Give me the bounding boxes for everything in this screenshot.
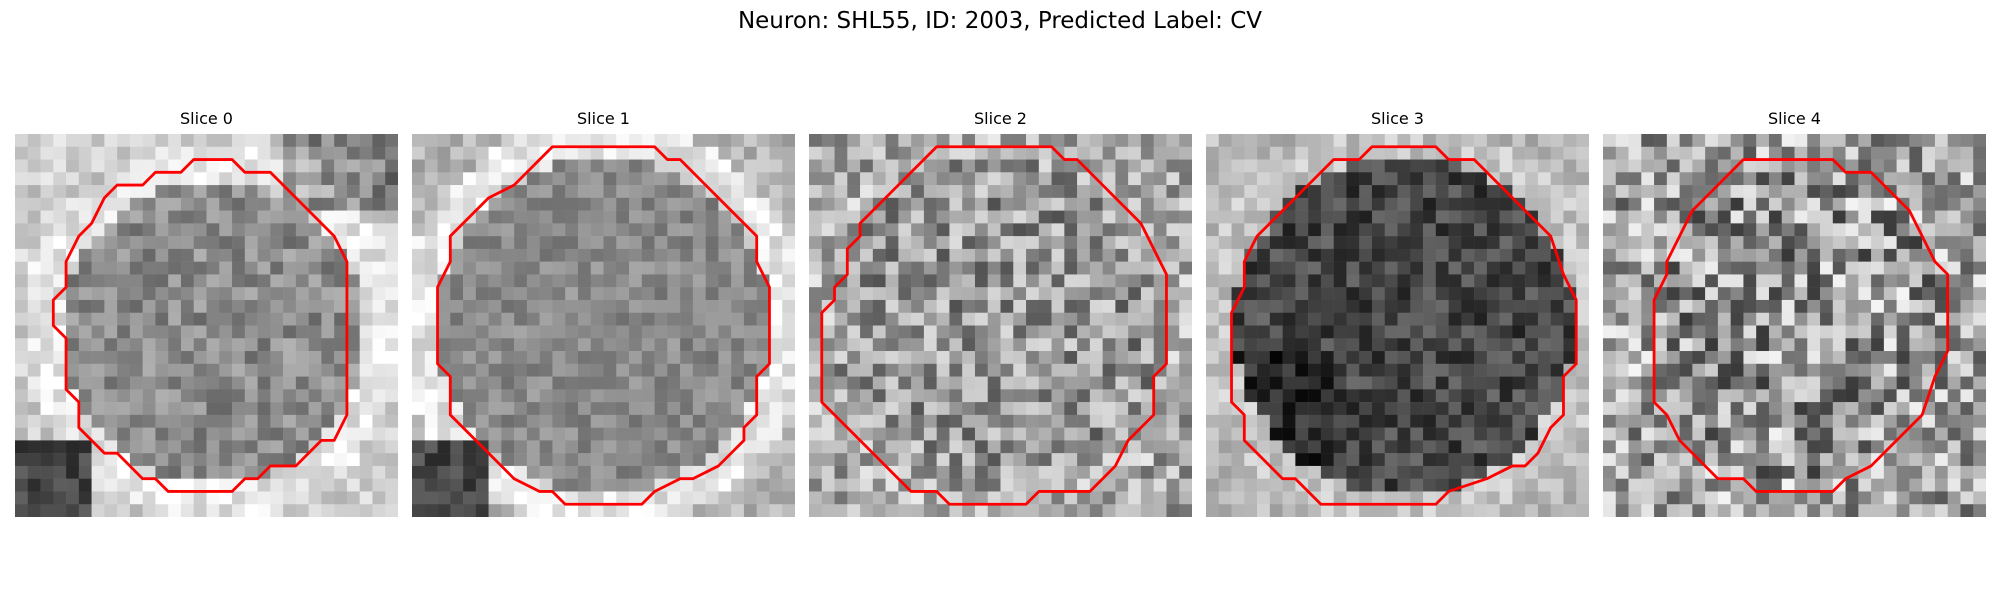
slice-image-3 — [1206, 134, 1589, 517]
slice-title-1: Slice 1 — [577, 109, 630, 128]
pixel-grid-4 — [1603, 134, 1986, 517]
slice-panel-4: Slice 4 — [1603, 108, 1986, 517]
slice-title-4: Slice 4 — [1768, 109, 1821, 128]
cell-contour-3 — [1230, 145, 1578, 506]
slice-image-2 — [809, 134, 1192, 517]
slice-panel-1: Slice 1 — [412, 108, 795, 517]
slice-image-4 — [1603, 134, 1986, 517]
pixel-grid-0 — [15, 134, 398, 517]
cell-contour-0 — [51, 158, 349, 493]
cell-contour-2 — [820, 145, 1168, 506]
cell-contour-1 — [436, 145, 771, 506]
pixel-grid-2 — [809, 134, 1192, 517]
slice-title-3: Slice 3 — [1371, 109, 1424, 128]
slice-panel-3: Slice 3 — [1206, 108, 1589, 517]
figure-title: Neuron: SHL55, ID: 2003, Predicted Label… — [737, 8, 1263, 34]
slice-image-1 — [412, 134, 795, 517]
slice-panel-2: Slice 2 — [809, 108, 1192, 517]
slice-panel-0: Slice 0 — [15, 108, 398, 517]
slice-title-2: Slice 2 — [974, 109, 1027, 128]
slice-image-0 — [15, 134, 398, 517]
pixel-grid-1 — [412, 134, 795, 517]
cell-contour-4 — [1652, 158, 1950, 493]
slice-title-0: Slice 0 — [180, 109, 233, 128]
